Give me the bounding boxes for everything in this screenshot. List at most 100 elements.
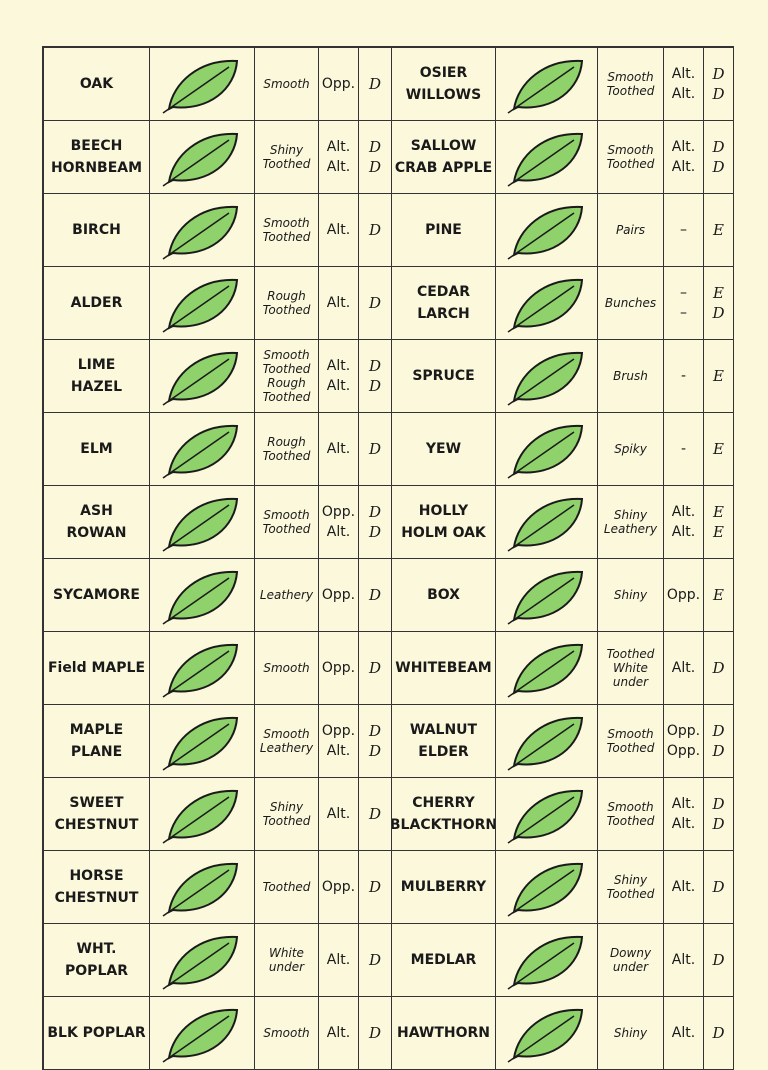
name-cell: YEW (392, 413, 496, 486)
type-text: D (368, 586, 382, 604)
texture-text: Shiny (613, 588, 648, 602)
leaf-drawing (162, 205, 239, 260)
texture-text: Downy (609, 946, 652, 960)
leaf-cell (496, 413, 598, 486)
arrangement-cell: – (664, 194, 704, 267)
name-text: CHESTNUT (54, 817, 139, 833)
name-text: SPRUCE (412, 368, 475, 384)
texture-text: Toothed (606, 741, 655, 755)
leaf-cell (496, 924, 598, 997)
arrangement-cell: Alt. (664, 924, 704, 997)
type-cell: D (359, 194, 392, 267)
leaf-drawing (162, 132, 239, 187)
name-text: ASH (80, 503, 113, 519)
leaf-drawing (507, 424, 583, 479)
texture-cell: Shiny Toothed (255, 121, 319, 194)
leaf-drawing (507, 205, 583, 260)
texture-text: Leathery (259, 588, 314, 602)
name-text: HORNBEAM (50, 160, 143, 176)
texture-text: Toothed (606, 84, 655, 98)
name-cell: HAWTHORN (392, 997, 496, 1070)
type-cell: D (359, 851, 392, 924)
texture-text: Smooth (263, 727, 310, 741)
name-text: OSIER (419, 65, 468, 81)
texture-cell: Rough Toothed (255, 413, 319, 486)
name-text: MAPLE (69, 722, 124, 738)
name-text: SALLOW (410, 138, 477, 154)
texture-cell: Shiny Toothed (255, 778, 319, 851)
name-cell: CHERRY BLACKTHORN (392, 778, 496, 851)
name-text: WHITEBEAM (395, 660, 492, 676)
name-text: YEW (425, 441, 462, 457)
name-cell: OSIER WILLOWS (392, 48, 496, 121)
texture-cell: Smooth Toothed (598, 48, 664, 121)
name-cell: WHT. POPLAR (44, 924, 150, 997)
texture-text: White (613, 661, 648, 675)
name-text: ALDER (70, 295, 123, 311)
texture-text: Toothed (606, 157, 655, 171)
name-text: BLACKTHORN (392, 817, 496, 833)
texture-cell: Shiny (598, 559, 664, 632)
texture-cell: Smooth Toothed (598, 778, 664, 851)
type-text: D (368, 440, 382, 458)
texture-text: Toothed (262, 880, 311, 894)
leaf-cell (496, 559, 598, 632)
type-text: D (712, 878, 725, 896)
name-text: SYCAMORE (52, 587, 140, 603)
name-text: WALNUT (409, 722, 478, 738)
name-cell: ELM (44, 413, 150, 486)
arrangement-cell: Alt. Alt. (664, 778, 704, 851)
texture-text: Shiny (269, 800, 304, 814)
name-cell: MEDLAR (392, 924, 496, 997)
arrangement-text: Opp. (666, 723, 701, 739)
texture-text: Smooth Toothed (262, 216, 311, 244)
leaf-cell (150, 121, 255, 194)
name-text: HOLLY (418, 503, 469, 519)
texture-cell: Shiny (598, 997, 664, 1070)
texture-cell: Smooth (255, 997, 319, 1070)
type-cell: D (704, 997, 734, 1070)
type-cell: D (359, 559, 392, 632)
type-text: D (368, 357, 382, 375)
arrangement-text: Opp. (321, 587, 356, 603)
arrangement-text: Alt. (671, 524, 696, 540)
type-text: E (713, 586, 724, 604)
texture-text: Smooth (263, 77, 310, 91)
name-cell: ASH ROWAN (44, 486, 150, 559)
type-text: E (713, 367, 724, 385)
name-cell: BEECH HORNBEAM (44, 121, 150, 194)
leaf-cell (496, 340, 598, 413)
arrangement-cell: Alt. Alt. (664, 121, 704, 194)
name-cell: BIRCH (44, 194, 150, 267)
type-cell: E (704, 413, 734, 486)
name-text: ELDER (418, 744, 469, 760)
arrangement-text: Alt. (671, 816, 696, 832)
type-cell: D (704, 924, 734, 997)
texture-cell: Smooth Toothed (255, 486, 319, 559)
arrangement-cell: Alt. Alt. (664, 48, 704, 121)
texture-text: Rough Toothed (262, 435, 311, 463)
leaf-cell (496, 632, 598, 705)
arrangement-text: Opp. (321, 723, 356, 739)
texture-cell: Rough Toothed (255, 267, 319, 340)
type-text: D (368, 951, 382, 969)
type-cell: D (359, 267, 392, 340)
texture-cell: Bunches (598, 267, 664, 340)
type-text: E (713, 503, 724, 521)
name-text: CHERRY (412, 795, 475, 811)
texture-text: White (269, 946, 304, 960)
type-text: D (368, 221, 382, 239)
texture-text: Toothed (262, 522, 311, 536)
name-text: WHT. POPLAR (65, 941, 128, 979)
arrangement-cell: Opp. (664, 559, 704, 632)
texture-cell: Downy under (598, 924, 664, 997)
leaf-cell (496, 267, 598, 340)
type-cell: E (704, 559, 734, 632)
arrangement-cell: Alt. (319, 924, 359, 997)
name-text: HAWTHORN (396, 1025, 491, 1041)
leaf-cell (150, 778, 255, 851)
type-text: D (368, 523, 382, 541)
